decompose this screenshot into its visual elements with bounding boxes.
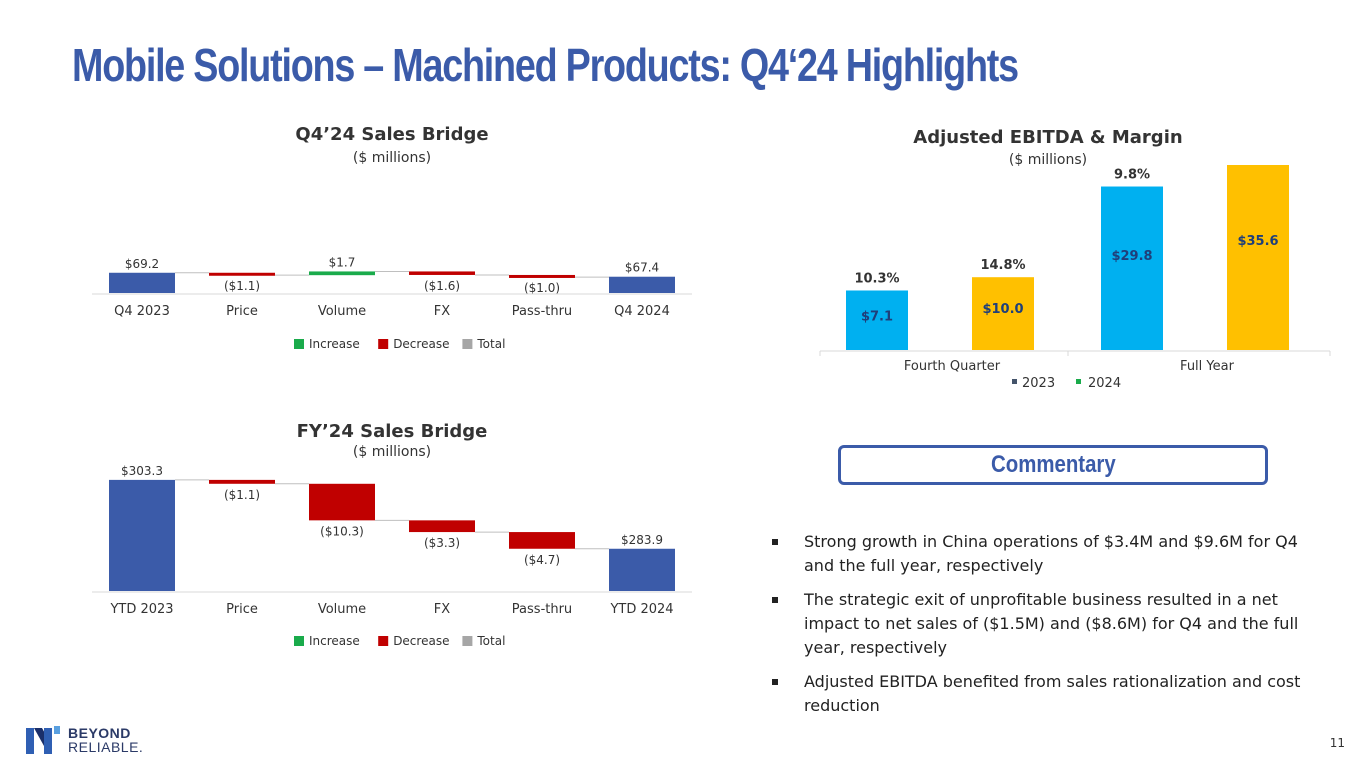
data-label: $303.3 (121, 464, 163, 478)
ebitda-bar (846, 290, 908, 350)
waterfall-bar (609, 548, 675, 591)
waterfall-bar (609, 276, 675, 293)
legend-label: Decrease (393, 337, 449, 351)
bullet-text: Adjusted EBITDA benefited from sales rat… (804, 672, 1301, 715)
waterfall-bar (109, 272, 175, 293)
data-label: $69.2 (125, 257, 159, 271)
ebitda-bar (1101, 186, 1163, 350)
category-label: Pass-thru (512, 602, 572, 617)
legend-label: Decrease (393, 634, 449, 648)
company-logo: BEYOND RELIABLE. (24, 724, 143, 756)
category-label: FX (434, 304, 450, 319)
q4-bridge-subtitle: ($ millions) (352, 150, 432, 166)
legend-label: Increase (309, 337, 360, 351)
commentary-bullet: Strong growth in China operations of $3.… (770, 530, 1330, 578)
category-label: Full Year (1180, 359, 1235, 374)
legend-swatch (378, 636, 389, 646)
data-label: ($3.3) (424, 536, 460, 550)
category-label: Volume (318, 602, 366, 617)
waterfall-bar (309, 483, 375, 521)
waterfall-bar (109, 479, 175, 591)
commentary-bullet: The strategic exit of unprofitable busin… (770, 588, 1330, 660)
logo-line2: RELIABLE. (68, 739, 144, 755)
data-label: $1.7 (329, 255, 356, 269)
q4-sales-bridge-chart: $69.2 Q4 2023 ($1.1) Price $1.7 Volume ($1.6) F… (92, 255, 692, 351)
commentary-list: Strong growth in China operations of $3.… (770, 530, 1330, 728)
legend-label: Increase (309, 634, 360, 648)
bullet-marker-icon (772, 539, 778, 545)
margin-label: 14.8% (980, 258, 1025, 273)
margin-label: 10.3% (854, 271, 899, 286)
legend-label: 2023 (1022, 376, 1055, 391)
margin-label: 9.8% (1114, 168, 1150, 183)
ebitda-bar (1227, 165, 1289, 350)
waterfall-bar (409, 520, 475, 533)
commentary-box: Commentary (838, 445, 1268, 485)
logo-line1: BEYOND (68, 725, 131, 741)
waterfall-bar (409, 271, 475, 275)
legend-label: Total (476, 634, 505, 648)
data-label: ($10.3) (320, 524, 364, 538)
category-label: YTD 2024 (609, 602, 673, 617)
data-label: ($1.0) (524, 281, 560, 295)
data-label: $283.9 (621, 533, 663, 547)
commentary-bullet: Adjusted EBITDA benefited from sales rat… (770, 670, 1330, 718)
fy-bridge-subtitle: ($ millions) (352, 444, 432, 460)
legend-swatch (294, 339, 304, 349)
legend-swatch (462, 636, 473, 646)
legend-swatch (1012, 379, 1017, 384)
legend-label: 2024 (1088, 376, 1121, 391)
bullet-text: Strong growth in China operations of $3.… (804, 532, 1298, 575)
ebitda-subtitle: ($ millions) (1008, 152, 1088, 168)
data-label: ($4.7) (524, 553, 560, 567)
bar-value-label: $7.1 (861, 309, 893, 324)
data-label: $67.4 (625, 261, 659, 275)
legend-swatch (1076, 379, 1081, 384)
category-label: Volume (318, 304, 366, 319)
page-number: 11 (1329, 736, 1345, 750)
data-label: ($1.6) (424, 279, 460, 293)
bullet-text: The strategic exit of unprofitable busin… (804, 590, 1299, 657)
bullet-marker-icon (772, 679, 778, 685)
category-label: Q4 2024 (614, 304, 670, 319)
commentary-heading: Commentary (990, 451, 1116, 478)
waterfall-bar (509, 532, 575, 549)
legend-swatch (378, 339, 389, 349)
fy-bridge-title: FY’24 Sales Bridge (296, 421, 488, 442)
page-title: Mobile Solutions – Machined Products: Q4… (72, 39, 1019, 91)
data-label: ($1.1) (224, 279, 260, 293)
q4-bridge-title: Q4’24 Sales Bridge (295, 124, 489, 145)
bullet-marker-icon (772, 597, 778, 603)
logo-mark-icon (26, 726, 60, 754)
legend-swatch (462, 339, 473, 349)
category-label: Q4 2023 (114, 304, 170, 319)
legend-label: Total (476, 337, 505, 351)
ebitda-chart: $7.1 10.3% $10.0 14.8% Fourth Quarter $29.8 9.… (819, 165, 1331, 391)
category-label: Price (226, 602, 258, 617)
waterfall-bar (509, 274, 575, 278)
waterfall-bar (209, 272, 275, 276)
data-label: ($1.1) (224, 488, 260, 502)
waterfall-bar (209, 479, 275, 484)
waterfall-bar (309, 271, 375, 276)
category-label: Pass-thru (512, 304, 572, 319)
category-label: Price (226, 304, 258, 319)
ebitda-bar (972, 277, 1034, 350)
legend-swatch (294, 636, 304, 646)
bar-value-label: $35.6 (1237, 234, 1278, 249)
category-label: Fourth Quarter (904, 359, 1001, 374)
bar-value-label: $29.8 (1111, 249, 1152, 264)
bar-value-label: $10.0 (982, 302, 1023, 317)
category-label: FX (434, 602, 450, 617)
fy-sales-bridge-chart: $303.3 YTD 2023 ($1.1) Price ($10.3) Volume ($… (92, 464, 692, 648)
ebitda-title: Adjusted EBITDA & Margin (913, 127, 1183, 148)
category-label: YTD 2023 (109, 602, 173, 617)
